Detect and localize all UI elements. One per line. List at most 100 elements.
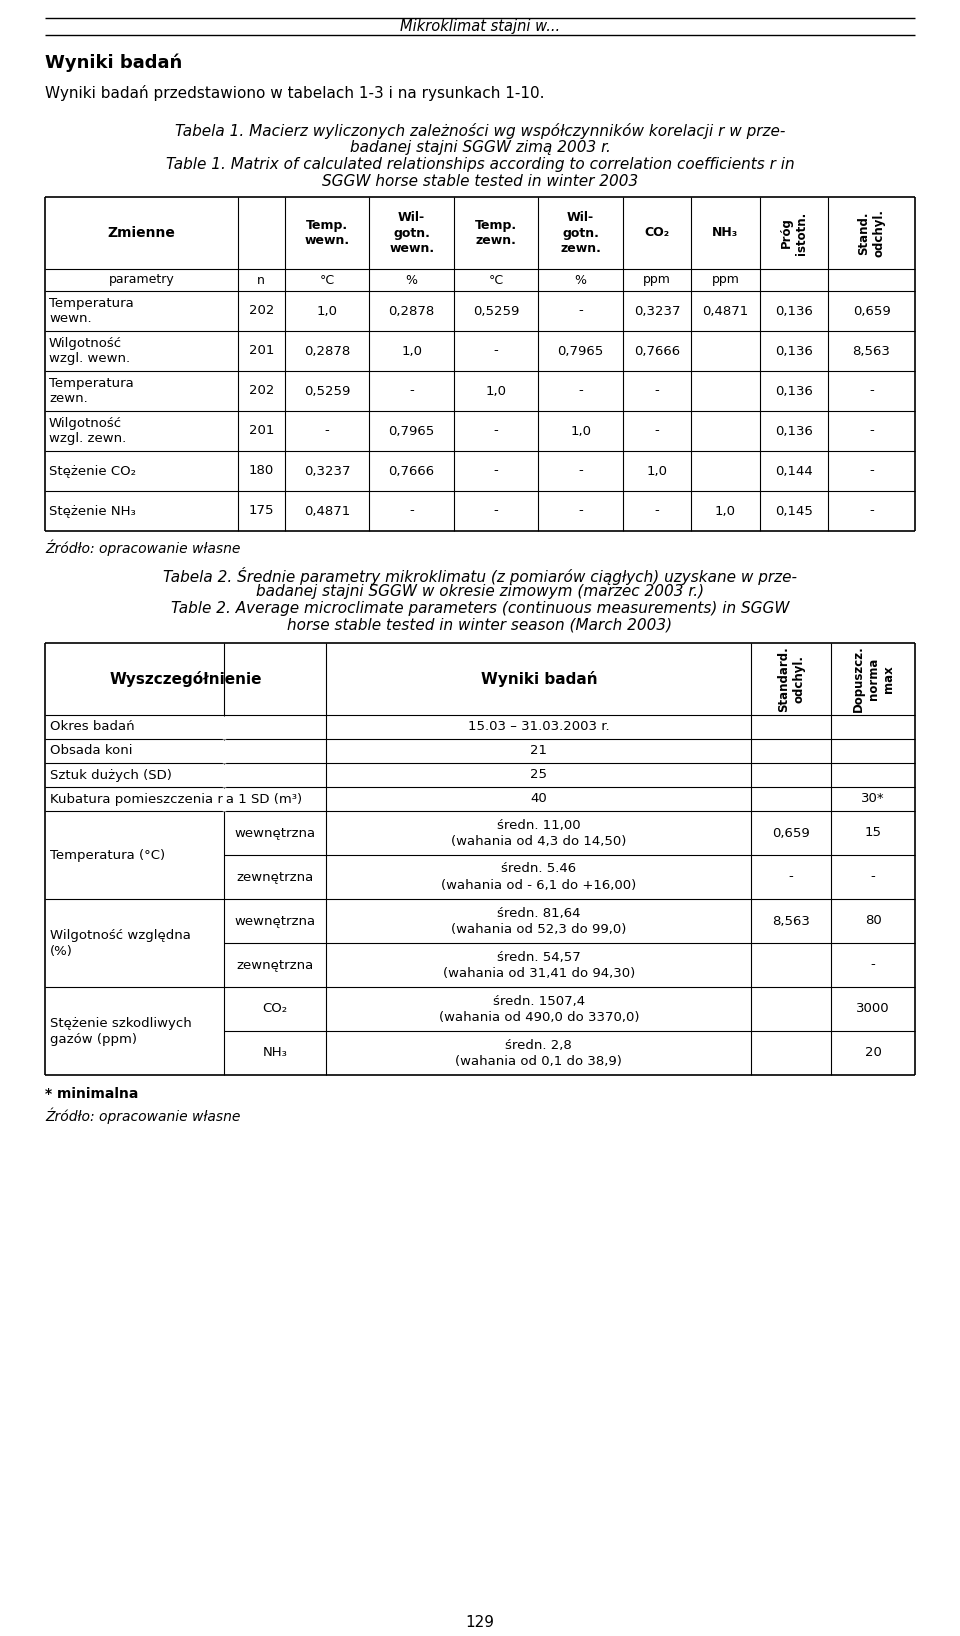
Text: 202: 202 — [249, 384, 274, 398]
Text: ppm: ppm — [711, 273, 739, 286]
Text: 1,0: 1,0 — [317, 304, 338, 317]
Text: średn. 54,57
(wahania od 31,41 do 94,30): średn. 54,57 (wahania od 31,41 do 94,30) — [443, 951, 635, 980]
Text: 202: 202 — [249, 304, 274, 317]
Text: -: - — [493, 345, 498, 358]
Text: Stężenie NH₃: Stężenie NH₃ — [49, 504, 135, 517]
Text: Table 1. Matrix of calculated relationships according to correlation coefficient: Table 1. Matrix of calculated relationsh… — [166, 157, 794, 172]
Text: badanej stajni SGGW w okresie zimowym (marzec 2003 r.): badanej stajni SGGW w okresie zimowym (m… — [256, 584, 704, 599]
Text: 25: 25 — [530, 769, 547, 782]
Text: 8,563: 8,563 — [772, 915, 810, 928]
Text: 0,7666: 0,7666 — [634, 345, 681, 358]
Text: n: n — [257, 273, 265, 286]
Text: Wil-
gotn.
wewn.: Wil- gotn. wewn. — [389, 211, 434, 255]
Text: Źródło: opracowanie własne: Źródło: opracowanie własne — [45, 538, 240, 556]
Text: CO₂: CO₂ — [644, 226, 670, 239]
Text: %: % — [575, 273, 587, 286]
Text: zewnętrzna: zewnętrzna — [237, 870, 314, 883]
Text: 1,0: 1,0 — [570, 424, 591, 437]
Text: średn. 5.46
(wahania od - 6,1 do +16,00): średn. 5.46 (wahania od - 6,1 do +16,00) — [442, 862, 636, 892]
Text: -: - — [869, 424, 874, 437]
Text: 0,7965: 0,7965 — [389, 424, 435, 437]
Text: 0,4871: 0,4871 — [304, 504, 350, 517]
Text: średn. 11,00
(wahania od 4,3 do 14,50): średn. 11,00 (wahania od 4,3 do 14,50) — [451, 818, 627, 847]
Text: 1,0: 1,0 — [715, 504, 736, 517]
Text: 80: 80 — [865, 915, 881, 928]
Text: 0,5259: 0,5259 — [473, 304, 519, 317]
Text: -: - — [324, 424, 329, 437]
Text: -: - — [871, 870, 876, 883]
Text: 0,5259: 0,5259 — [304, 384, 350, 398]
Text: -: - — [869, 465, 874, 478]
Text: 0,145: 0,145 — [775, 504, 813, 517]
Text: Wyniki badań przedstawiono w tabelach 1-3 i na rysunkach 1-10.: Wyniki badań przedstawiono w tabelach 1-… — [45, 85, 544, 101]
Text: Próg
istotn.: Próg istotn. — [780, 211, 807, 255]
Text: Temperatura (°C): Temperatura (°C) — [50, 849, 165, 862]
Text: -: - — [869, 504, 874, 517]
Text: 201: 201 — [249, 345, 274, 358]
Text: Tabela 1. Macierz wyliczonych zależności wg współczynników korelacji r w prze-: Tabela 1. Macierz wyliczonych zależności… — [175, 123, 785, 139]
Text: Kubatura pomieszczenia na 1 SD (m³): Kubatura pomieszczenia na 1 SD (m³) — [50, 792, 302, 805]
Text: Tabela 2. Średnie parametry mikroklimatu (z pomiarów ciągłych) uzyskane w prze-: Tabela 2. Średnie parametry mikroklimatu… — [163, 568, 797, 586]
Text: Wilgotność względna
(%): Wilgotność względna (%) — [50, 929, 191, 957]
Text: 175: 175 — [249, 504, 274, 517]
Text: 20: 20 — [865, 1047, 881, 1060]
Text: -: - — [869, 384, 874, 398]
Text: Zmienne: Zmienne — [108, 226, 176, 240]
Text: Wilgotność
wzgl. wewn.: Wilgotność wzgl. wewn. — [49, 337, 131, 365]
Text: 0,144: 0,144 — [775, 465, 813, 478]
Text: 15: 15 — [865, 826, 881, 839]
Text: Źródło: opracowanie własne: Źródło: opracowanie własne — [45, 1108, 240, 1124]
Text: -: - — [493, 424, 498, 437]
Text: 0,2878: 0,2878 — [389, 304, 435, 317]
Text: badanej stajni SGGW zimą 2003 r.: badanej stajni SGGW zimą 2003 r. — [349, 141, 611, 155]
Text: 8,563: 8,563 — [852, 345, 891, 358]
Text: Stężenie CO₂: Stężenie CO₂ — [49, 465, 136, 478]
Text: 0,3237: 0,3237 — [304, 465, 350, 478]
Text: -: - — [655, 384, 660, 398]
Text: Wil-
gotn.
zewn.: Wil- gotn. zewn. — [561, 211, 601, 255]
Text: 0,136: 0,136 — [775, 384, 813, 398]
Text: 0,3237: 0,3237 — [634, 304, 681, 317]
Text: Stężenie szkodliwych
gazów (ppm): Stężenie szkodliwych gazów (ppm) — [50, 1016, 192, 1045]
Text: Mikroklimat stajni w...: Mikroklimat stajni w... — [400, 20, 560, 34]
Text: Wyniki badań: Wyniki badań — [45, 52, 182, 72]
Text: -: - — [493, 504, 498, 517]
Text: zewnętrzna: zewnętrzna — [237, 959, 314, 972]
Text: 3000: 3000 — [856, 1003, 890, 1016]
Text: Temperatura
wewn.: Temperatura wewn. — [49, 296, 133, 326]
Text: Wilgotność
wzgl. zewn.: Wilgotność wzgl. zewn. — [49, 417, 127, 445]
Text: 1,0: 1,0 — [486, 384, 507, 398]
Text: 0,136: 0,136 — [775, 304, 813, 317]
Text: -: - — [789, 870, 794, 883]
Text: -: - — [655, 504, 660, 517]
Text: Table 2. Average microclimate parameters (continuous measurements) in SGGW: Table 2. Average microclimate parameters… — [171, 600, 789, 617]
Text: -: - — [655, 424, 660, 437]
Text: Obsada koni: Obsada koni — [50, 744, 132, 757]
Text: 0,136: 0,136 — [775, 345, 813, 358]
Text: CO₂: CO₂ — [263, 1003, 288, 1016]
Text: 40: 40 — [531, 792, 547, 805]
Text: Standard.
odchyl.: Standard. odchyl. — [778, 646, 805, 712]
Text: -: - — [578, 304, 583, 317]
Text: parametry: parametry — [108, 273, 174, 286]
Text: %: % — [406, 273, 418, 286]
Text: -: - — [578, 465, 583, 478]
Text: NH₃: NH₃ — [712, 226, 738, 239]
Text: Stand.
odchyl.: Stand. odchyl. — [857, 209, 885, 257]
Text: -: - — [578, 384, 583, 398]
Text: -: - — [409, 384, 414, 398]
Text: średn. 1507,4
(wahania od 490,0 do 3370,0): średn. 1507,4 (wahania od 490,0 do 3370,… — [439, 995, 639, 1024]
Text: SGGW horse stable tested in winter 2003: SGGW horse stable tested in winter 2003 — [322, 173, 638, 190]
Text: NH₃: NH₃ — [263, 1047, 288, 1060]
Text: 0,2878: 0,2878 — [304, 345, 350, 358]
Text: 0,4871: 0,4871 — [703, 304, 749, 317]
Text: -: - — [871, 959, 876, 972]
Text: Temperatura
zewn.: Temperatura zewn. — [49, 376, 133, 406]
Text: Wyniki badań: Wyniki badań — [481, 671, 597, 687]
Text: -: - — [493, 465, 498, 478]
Text: 129: 129 — [466, 1615, 494, 1629]
Text: 201: 201 — [249, 424, 274, 437]
Text: -: - — [409, 504, 414, 517]
Text: 1,0: 1,0 — [647, 465, 667, 478]
Text: 0,136: 0,136 — [775, 424, 813, 437]
